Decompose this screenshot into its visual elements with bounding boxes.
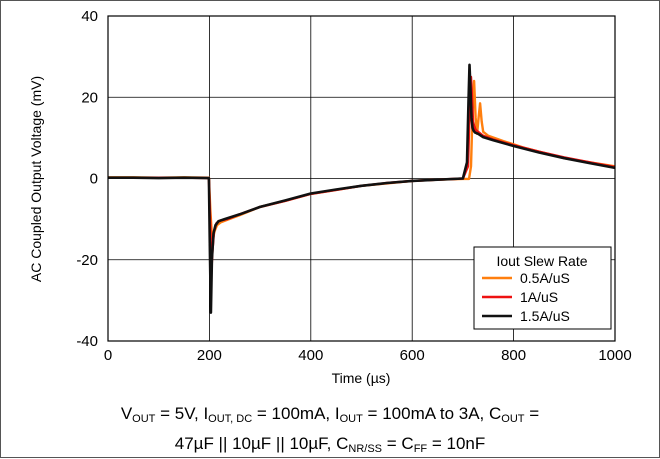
caption-subscript: FF xyxy=(413,443,428,455)
caption-text: = C xyxy=(382,434,414,453)
y-tick-labels: 40 20 0 -20 -40 xyxy=(76,8,98,350)
caption: VOUT = 5V, IOUT, DC = 100mA, IOUT = 100m… xyxy=(1,399,659,459)
x-tick-label: 800 xyxy=(501,347,526,364)
plot-border xyxy=(107,15,616,342)
legend: Iout Slew Rate 0.5A/uS 1A/uS 1.5A/uS xyxy=(473,246,612,330)
series-lines xyxy=(108,63,616,314)
x-axis-title: Time (µs) xyxy=(332,370,391,386)
y-tick-label: 0 xyxy=(90,171,98,188)
x-tick-label: 0 xyxy=(104,347,112,364)
x-tick-label: 600 xyxy=(400,347,425,364)
y-tick-label: -40 xyxy=(76,333,98,350)
legend-label: 1A/uS xyxy=(520,289,558,305)
legend-items: 0.5A/uS 1A/uS 1.5A/uS xyxy=(482,270,570,324)
caption-text: = xyxy=(524,404,540,423)
legend-label: 0.5A/uS xyxy=(520,270,570,286)
caption-subscript: OUT xyxy=(339,413,363,425)
x-tick-label: 400 xyxy=(298,347,323,364)
y-tick-label: 20 xyxy=(81,89,98,106)
caption-subscript: OUT xyxy=(132,413,156,425)
caption-text: = 100mA, I xyxy=(252,404,340,423)
caption-subscript: NR/SS xyxy=(348,443,383,455)
caption-subscript: OUT xyxy=(501,413,525,425)
x-tick-labels: 0 200 400 600 800 1000 xyxy=(104,347,632,364)
caption-text: V xyxy=(120,404,133,423)
caption-line-1: VOUT = 5V, IOUT, DC = 100mA, IOUT = 100m… xyxy=(1,399,659,429)
y-tick-label: 40 xyxy=(81,8,98,25)
y-tick-label: -20 xyxy=(76,252,98,269)
caption-text: = 10nF xyxy=(427,434,486,453)
legend-label: 1.5A/uS xyxy=(520,308,570,324)
x-tick-label: 1000 xyxy=(598,347,631,364)
caption-text: 47µF || 10µF || 10µF, C xyxy=(174,434,349,453)
x-tick-label: 200 xyxy=(197,347,222,364)
legend-title: Iout Slew Rate xyxy=(496,253,587,269)
caption-text: = 100mA to 3A, C xyxy=(362,404,502,423)
caption-text: = 5V, I xyxy=(155,404,209,423)
y-axis-title: AC Coupled Output Voltage (mV) xyxy=(28,76,44,282)
series-line-3 xyxy=(108,63,616,314)
caption-line-2: 47µF || 10µF || 10µF, CNR/SS = CFF = 10n… xyxy=(1,429,659,459)
caption-subscript: OUT, DC xyxy=(208,413,253,425)
